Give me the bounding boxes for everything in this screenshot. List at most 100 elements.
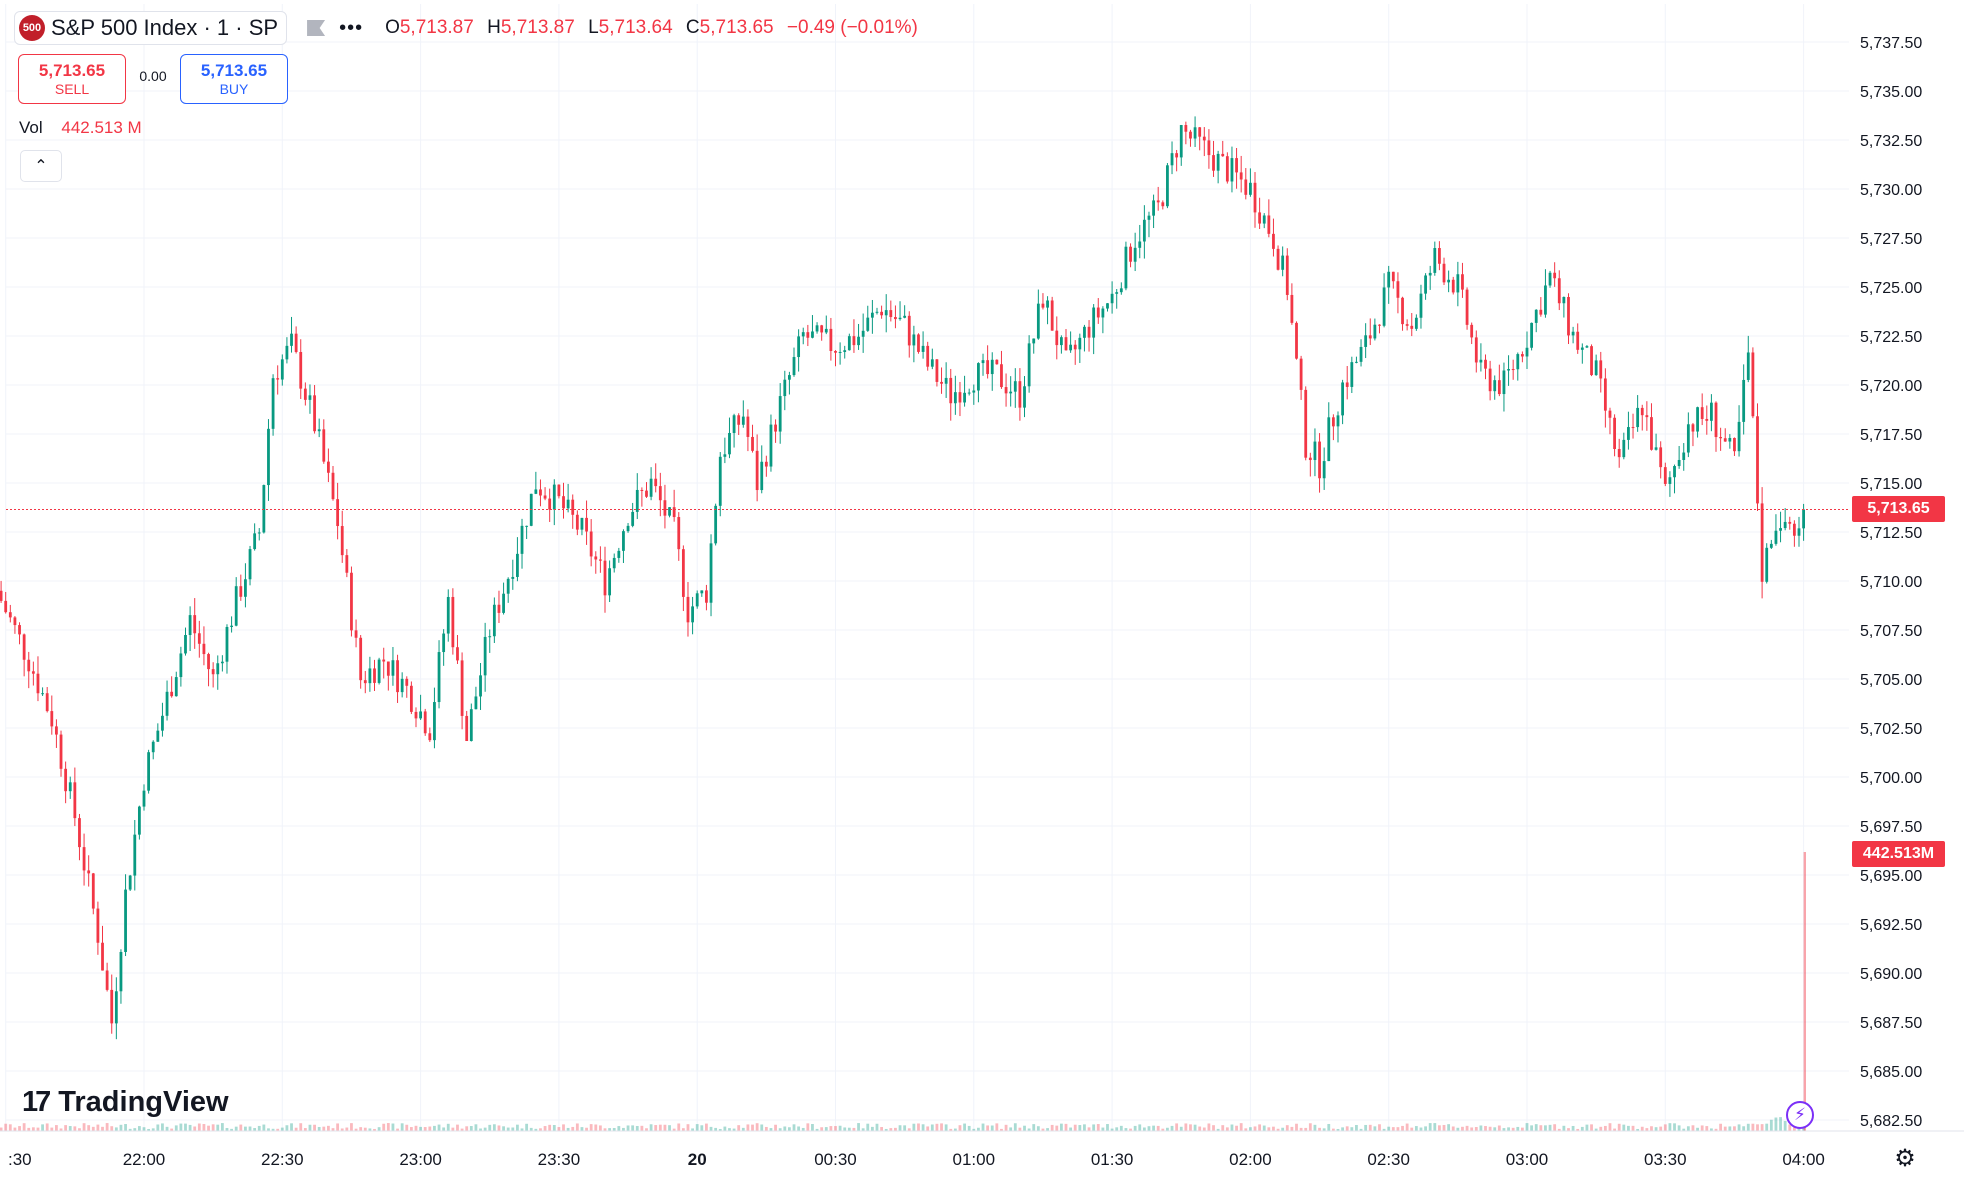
volume-bar [1032, 1124, 1036, 1131]
candle-body [1774, 530, 1778, 544]
volume-bar [1350, 1127, 1354, 1131]
volume-bar [1677, 1125, 1681, 1131]
volume-bar [1668, 1123, 1672, 1131]
candle-body [340, 526, 344, 556]
volume-bar [566, 1127, 570, 1131]
lightning-icon[interactable]: ⚡ [1786, 1101, 1814, 1129]
volume-bar [197, 1123, 201, 1131]
volume-bar [728, 1128, 731, 1131]
open-label: O [385, 17, 400, 38]
volume-bar [1769, 1119, 1773, 1131]
volume-bar [1401, 1125, 1404, 1131]
candle-body [1507, 369, 1510, 371]
candle-body [626, 525, 630, 532]
candle-body [73, 782, 77, 819]
volume-bar [1110, 1128, 1114, 1131]
volume-bar [211, 1124, 215, 1131]
candle-body [866, 317, 870, 331]
volume-bar [1355, 1124, 1358, 1131]
volume-bar [1000, 1128, 1003, 1131]
volume-bar [681, 1128, 685, 1131]
volume-bar [894, 1127, 897, 1131]
volume-bar [889, 1128, 893, 1131]
volume-bar [114, 1127, 118, 1131]
candle-body [119, 951, 123, 992]
candle-body [350, 572, 353, 631]
flag-icon[interactable] [307, 20, 326, 36]
candle-body [1156, 200, 1160, 203]
volume-bar [1046, 1128, 1049, 1131]
candle-body [1414, 317, 1418, 329]
volume-bar [59, 1128, 63, 1131]
volume-bar [1230, 1124, 1234, 1131]
candle-body [935, 359, 939, 382]
volume-bar [580, 1127, 584, 1131]
candle-body [1520, 354, 1524, 357]
more-dots-icon[interactable]: ••• [339, 16, 364, 39]
volume-bar [1599, 1126, 1603, 1131]
candle-body [1788, 521, 1792, 524]
candle-body [1433, 248, 1437, 273]
time-tick-label: 01:00 [953, 1150, 996, 1169]
candle-body [1636, 407, 1640, 428]
candle-body [276, 378, 280, 380]
candle-body [1530, 322, 1534, 348]
candle-body [257, 532, 261, 534]
volume-bar [1419, 1127, 1423, 1131]
candle-body [658, 486, 662, 501]
volume-bar [151, 1128, 155, 1131]
collapse-legend-button[interactable]: ⌃ [20, 150, 62, 182]
volume-bar [1276, 1128, 1280, 1131]
candle-body [714, 505, 718, 544]
candle-body [1631, 427, 1635, 429]
price-tick-label: 5,697.50 [1860, 819, 1922, 836]
symbol-selector[interactable]: 500 S&P 500 Index · 1 · SP [14, 11, 288, 45]
low-label: L [588, 17, 599, 38]
candle-body [280, 359, 284, 380]
candle-body [1253, 182, 1257, 213]
volume-bar [645, 1128, 648, 1131]
candle-body [645, 490, 648, 497]
volume-bar [1576, 1128, 1580, 1131]
candle-body [1221, 153, 1225, 157]
tradingview-logo[interactable]: 17 TradingView [22, 1086, 229, 1119]
candle-body [1032, 338, 1036, 344]
volume-label: Vol [19, 118, 43, 137]
volume-bar [1396, 1127, 1400, 1131]
candle-body [1142, 219, 1146, 242]
volume-bar [963, 1123, 966, 1131]
volume-bar [539, 1128, 542, 1131]
candle-body [737, 415, 741, 425]
volume-bar [548, 1124, 552, 1131]
candle-body [124, 889, 127, 952]
volume-bar [271, 1128, 275, 1131]
volume-bar [944, 1124, 948, 1131]
volume-bar [1359, 1128, 1363, 1131]
buy-button[interactable]: 5,713.65 BUY [180, 54, 288, 104]
volume-bar [373, 1128, 376, 1131]
candle-body [1161, 202, 1165, 207]
high-value: 5,713.87 [500, 17, 575, 38]
high-label: H [487, 17, 501, 38]
candle-body [18, 625, 21, 635]
volume-bar [1580, 1126, 1584, 1131]
volume-bar [1659, 1126, 1663, 1131]
volume-bar [1733, 1126, 1736, 1131]
volume-bar [36, 1127, 40, 1131]
volume-bar [1295, 1123, 1298, 1131]
sell-button[interactable]: 5,713.65 SELL [18, 54, 126, 104]
candle-body [1756, 416, 1759, 504]
volume-bar [857, 1123, 860, 1131]
volume-bar [930, 1124, 934, 1131]
volume-bar [986, 1125, 990, 1131]
candle-body [1746, 352, 1750, 380]
candle-body [903, 315, 907, 318]
settings-gear-icon[interactable]: ⚙ [1894, 1144, 1916, 1172]
time-tick-label: 01:30 [1091, 1150, 1134, 1169]
candle-body [1792, 523, 1796, 536]
volume-bar [1166, 1127, 1169, 1131]
volume-bar [995, 1123, 999, 1131]
candle-body [165, 691, 169, 716]
candle-body [1474, 337, 1478, 363]
